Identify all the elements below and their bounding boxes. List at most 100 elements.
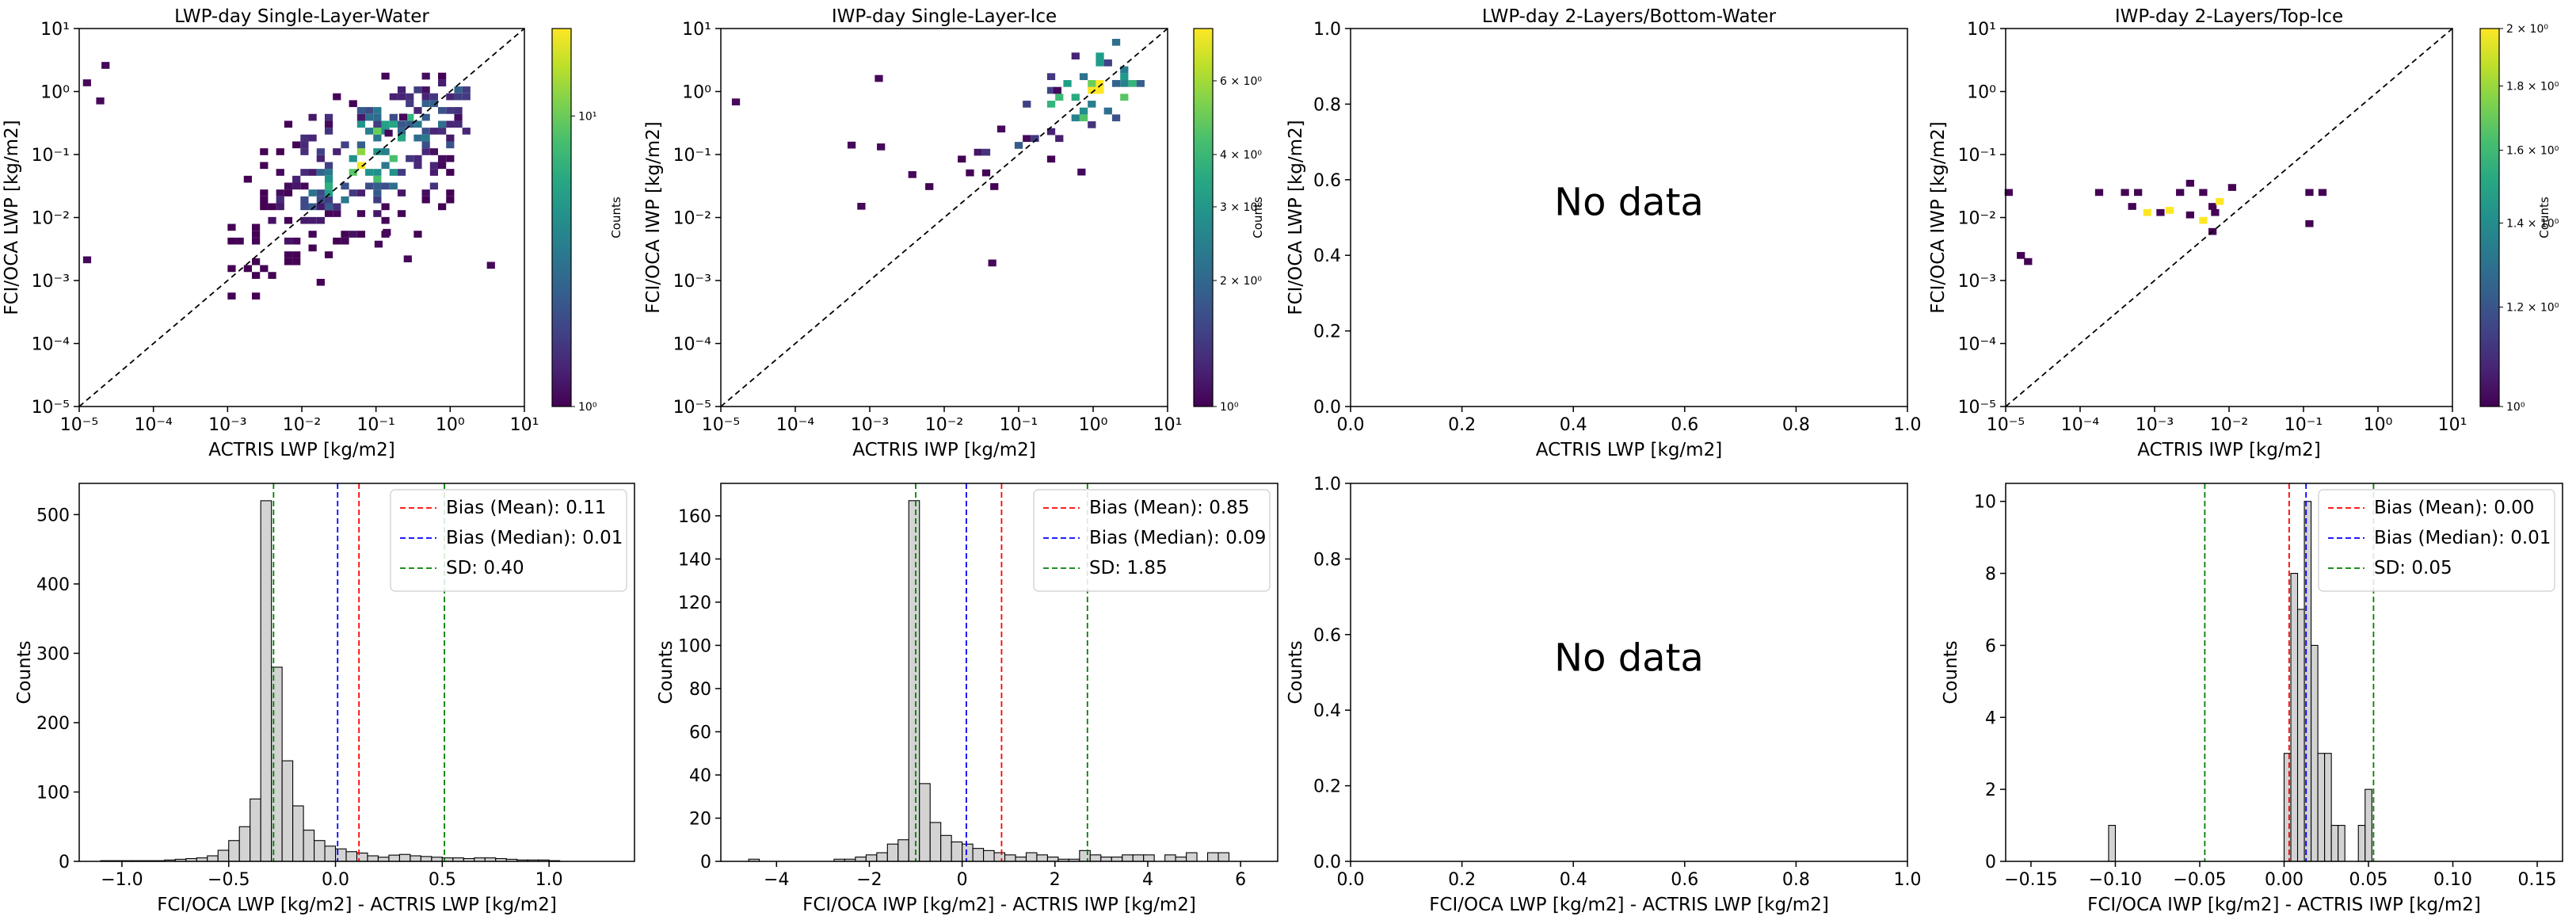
histogram-bar [398, 853, 411, 862]
y-tick-label: 10⁰ [40, 83, 70, 103]
heatmap-cell [875, 74, 883, 82]
plot-title: LWP-day 2-Layers/Bottom-Water [1482, 6, 1777, 27]
heatmap-cell [1088, 101, 1096, 108]
heatmap-cell [413, 134, 422, 142]
heatmap-cell [324, 169, 333, 176]
heatmap-cell [356, 189, 366, 197]
heatmap-cell [316, 216, 325, 224]
heatmap-cell [1079, 114, 1088, 122]
heatmap-cell [300, 203, 309, 211]
histogram-bar [876, 852, 888, 862]
heatmap-cell [300, 182, 309, 190]
heatmap-cell [316, 196, 325, 204]
colorbar-tick-label: 10⁰ [1220, 401, 1239, 414]
heatmap-cell [1111, 114, 1121, 122]
heatmap-cell [397, 189, 406, 197]
x-tick-label: −1.0 [101, 870, 143, 890]
colorbar-label: Counts [1251, 197, 1265, 239]
heatmap-cell [1088, 80, 1096, 87]
x-tick-label: 10⁰ [436, 415, 465, 435]
y-tick-label: 0.4 [1313, 246, 1341, 266]
x-tick-label: 10⁻⁴ [2061, 415, 2100, 435]
colorbar [2479, 28, 2500, 407]
heatmap-cell [2216, 197, 2224, 205]
heatmap-cell [316, 278, 325, 286]
x-axis-label: FCI/OCA IWP [kg/m2] - ACTRIS IWP [kg/m2] [2087, 895, 2481, 915]
histogram-bar [993, 852, 1006, 862]
y-axis-label: Counts [656, 640, 676, 704]
heatmap-cell [341, 182, 349, 190]
histogram-bar [420, 856, 433, 862]
y-tick-label: 10⁻¹ [673, 146, 711, 166]
heatmap-cell [1079, 73, 1088, 81]
histogram-bar [1004, 854, 1016, 862]
y-tick-label: 0.6 [1313, 171, 1341, 191]
y-tick-label: 0 [59, 853, 70, 872]
plot-title: LWP-day Single-Layer-Water [174, 6, 429, 27]
one-to-one-line [2005, 28, 2453, 407]
histogram-panel-p8: −0.15 −0.10 −0.05 0.00 0.05 0.10 0.15 0 2 4 6 8 10 FC… [1941, 483, 2563, 915]
heatmap-cell [1071, 114, 1080, 122]
histogram-bar [1164, 854, 1176, 862]
histogram-bar [1036, 854, 1048, 862]
heatmap-cell [1046, 128, 1056, 136]
y-tick-label: 0.4 [1313, 701, 1341, 721]
heatmap-cell [276, 189, 284, 197]
heatmap-cell [316, 169, 325, 176]
y-tick-label: 10⁻⁴ [1958, 335, 1997, 355]
heatmap-cell [251, 223, 261, 231]
histogram-bar [886, 843, 899, 862]
heatmap-cell [429, 93, 439, 101]
plot-title: IWP-day Single-Layer-Ice [832, 6, 1057, 27]
heatmap-cell [421, 72, 430, 80]
heatmap-cell [2185, 211, 2194, 219]
colorbar-tick-label: 2 × 10⁰ [1220, 275, 1262, 288]
heatmap-cell [373, 210, 382, 217]
heatmap-cell [877, 143, 886, 151]
histogram-bars [100, 500, 561, 862]
histogram-bar [2296, 609, 2305, 862]
heatmap-cell [2199, 189, 2208, 197]
plot-frame [1350, 483, 1908, 862]
heatmap-cell [308, 169, 317, 176]
heatmap-cell [227, 237, 236, 245]
x-tick-label: 0.0 [322, 870, 349, 890]
x-tick-label: 10⁻⁴ [776, 415, 815, 435]
heatmap-cell [421, 93, 430, 101]
heatmap-cell [438, 162, 447, 170]
legend-entry: SD: 0.40 [446, 558, 524, 578]
heatmap-cell [373, 120, 382, 128]
y-tick-label: 140 [678, 550, 711, 570]
heatmap-cell [2305, 189, 2314, 197]
heatmap-cell [454, 86, 463, 94]
heatmap-cell [389, 155, 398, 162]
heatmap-cell [397, 128, 406, 135]
heatmap-cell [446, 169, 455, 176]
heatmap-cell [438, 203, 447, 211]
heatmap-cell [1120, 73, 1129, 81]
heatmap-cell [454, 113, 463, 121]
colorbar-label: Counts [2537, 197, 2551, 239]
heatmap-cell [341, 231, 349, 238]
heatmap-cell [356, 107, 366, 114]
plot-frame [2005, 28, 2453, 407]
heatmap-cell [373, 107, 382, 114]
no-data-label: No data [1554, 636, 1704, 681]
x-tick-label: 10⁰ [2364, 415, 2393, 435]
heatmap-cell [2208, 203, 2217, 210]
histogram-bar [2357, 825, 2366, 862]
heatmap-cell [373, 175, 382, 183]
histogram-bar [2317, 753, 2326, 862]
x-tick-label: 0.5 [429, 870, 456, 890]
plot-frame [720, 483, 1278, 862]
heatmap-cell [333, 203, 341, 211]
heatmap-cell [292, 175, 301, 183]
heatmap-cell [292, 258, 301, 265]
y-axis-label: FCI/OCA IWP [kg/m2] [1928, 121, 1949, 313]
x-tick-label: 0.8 [1782, 415, 1810, 435]
heatmap-cell [308, 203, 317, 211]
x-tick-label: 10⁻³ [851, 415, 889, 435]
x-axis-label: FCI/OCA LWP [kg/m2] - ACTRIS LWP [kg/m2] [157, 895, 557, 915]
y-tick-label: 10⁻³ [673, 272, 711, 292]
